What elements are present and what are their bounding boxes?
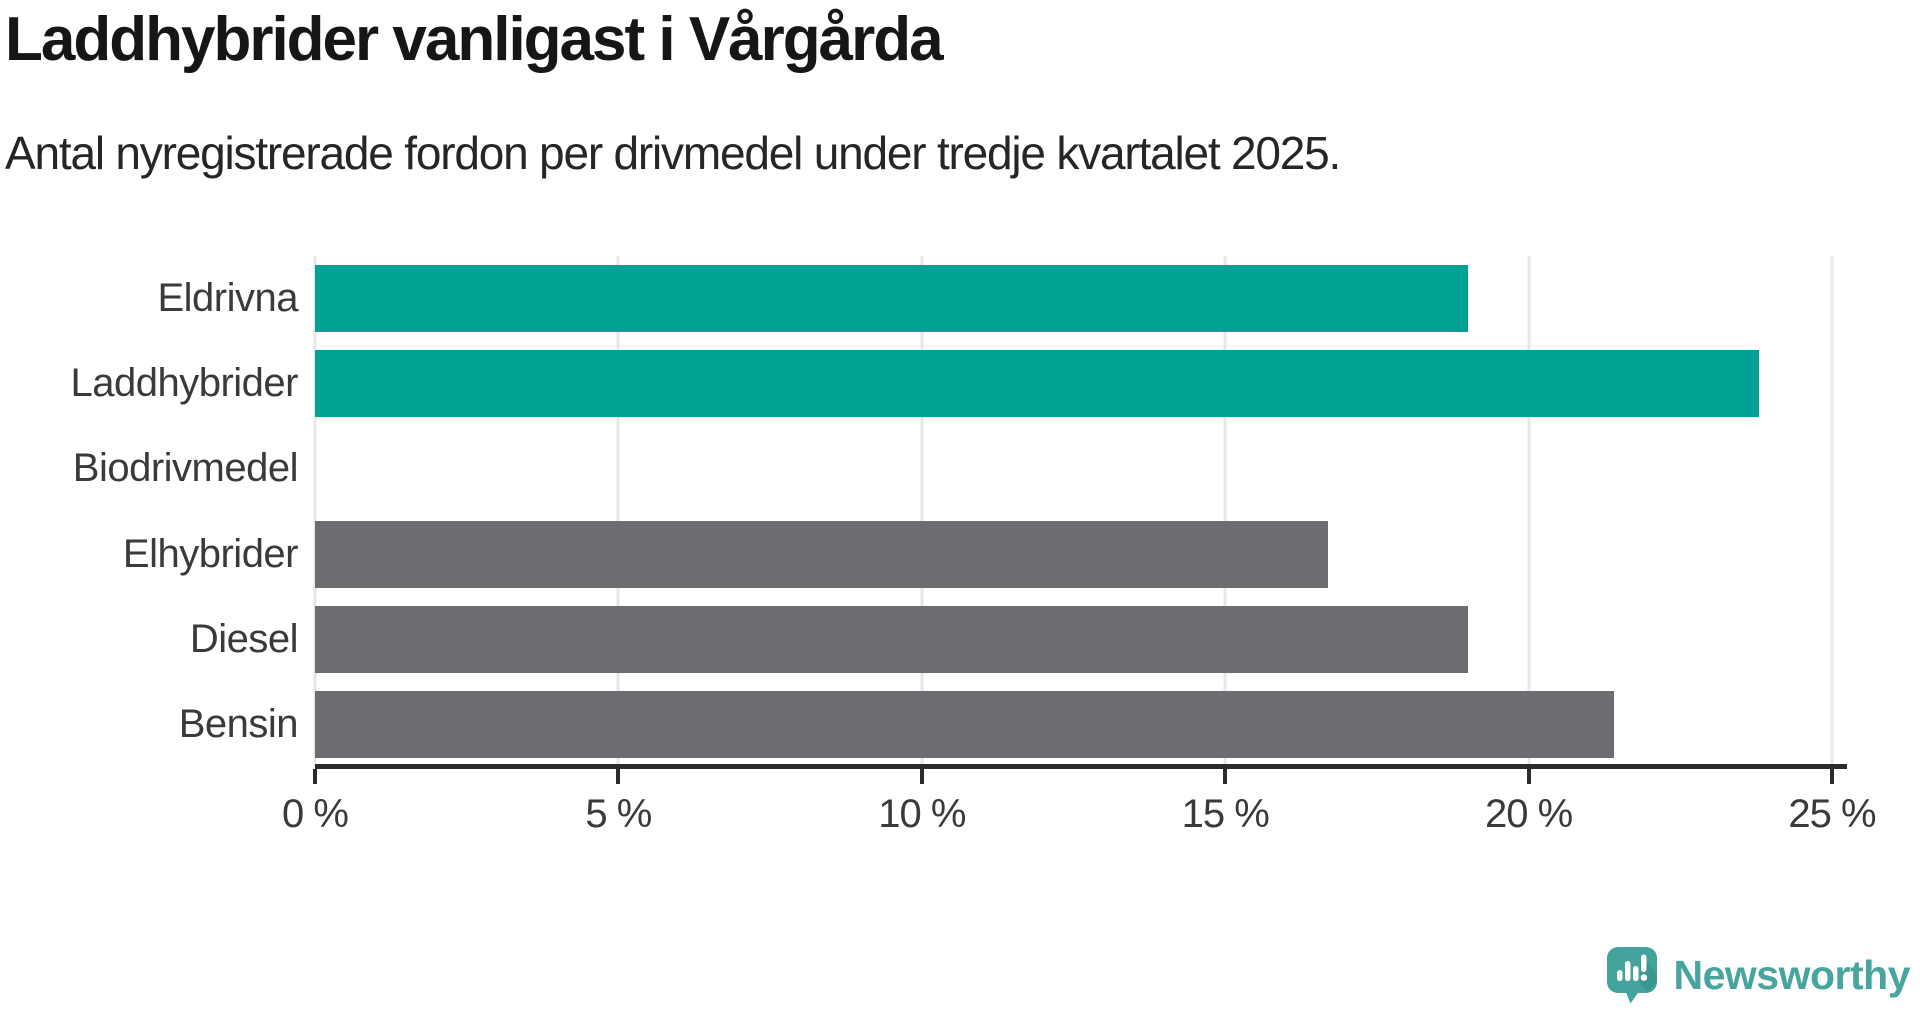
plot-area bbox=[313, 256, 1834, 767]
bar-laddhybrider bbox=[315, 350, 1760, 418]
gridline-5 bbox=[616, 256, 620, 767]
bar-bensin bbox=[315, 690, 1614, 758]
x-tick-label-15: 15 % bbox=[1181, 792, 1270, 836]
x-tick-label-20: 20 % bbox=[1485, 792, 1573, 836]
branding: Newsworthy bbox=[1606, 946, 1911, 1004]
category-label-bensin: Bensin bbox=[178, 701, 299, 746]
x-tick-label-5: 5 % bbox=[585, 792, 652, 836]
bar-eldrivna bbox=[315, 265, 1468, 333]
gridline-20 bbox=[1527, 256, 1531, 767]
x-tick-0 bbox=[313, 769, 317, 784]
x-tick-20 bbox=[1526, 769, 1531, 784]
category-label-eldrivna: Eldrivna bbox=[157, 276, 298, 321]
category-label-elhybrider: Elhybrider bbox=[122, 531, 299, 576]
gridline-0 bbox=[313, 256, 317, 767]
x-tick-label-0: 0 % bbox=[282, 792, 349, 836]
x-axis-ticks bbox=[313, 769, 1834, 784]
bar-elhybrider bbox=[315, 520, 1329, 588]
x-tick-5 bbox=[616, 769, 621, 784]
x-axis-tick-labels: 0 % 5 % 10 % 15 % 20 % 25 % bbox=[282, 792, 1877, 838]
chart-title: Laddhybrider vanligast i Vårgårda bbox=[5, 5, 944, 74]
x-tick-15 bbox=[1223, 769, 1228, 784]
x-axis-line bbox=[315, 764, 1847, 769]
category-labels: Eldrivna Laddhybrider Biodrivmedel Elhybrid… bbox=[0, 256, 299, 767]
gridline-15 bbox=[1223, 256, 1227, 767]
gridline-25 bbox=[1830, 256, 1834, 767]
x-tick-25 bbox=[1830, 769, 1834, 784]
bar-diesel bbox=[315, 605, 1468, 673]
category-label-diesel: Diesel bbox=[189, 616, 299, 661]
gridline-10 bbox=[920, 256, 924, 767]
x-tick-label-10: 10 % bbox=[878, 792, 966, 836]
newsworthy-logo-icon bbox=[1606, 947, 1657, 1004]
category-label-laddhybrider: Laddhybrider bbox=[70, 361, 299, 406]
category-label-biodrivmedel: Biodrivmedel bbox=[72, 446, 299, 491]
chart-subtitle: Antal nyregistrerade fordon per drivmede… bbox=[5, 127, 1341, 179]
x-tick-label-25: 25 % bbox=[1788, 792, 1876, 836]
x-tick-10 bbox=[919, 769, 924, 784]
branding-name: Newsworthy bbox=[1673, 951, 1911, 998]
